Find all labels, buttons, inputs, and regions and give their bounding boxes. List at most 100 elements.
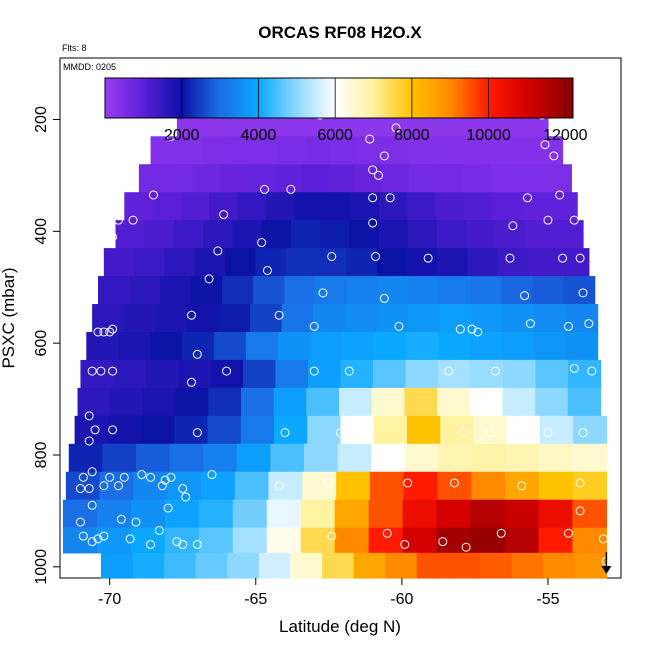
- heatmap-cell: [142, 387, 177, 417]
- heatmap-cell: [322, 192, 352, 221]
- heatmap-cell: [194, 248, 226, 277]
- heatmap-cell: [480, 552, 513, 579]
- heatmap-cell: [209, 192, 239, 221]
- y-tick-label: 200: [33, 106, 50, 133]
- heatmap-cell: [274, 415, 308, 445]
- observation-point: [108, 232, 118, 242]
- heatmap-cell: [144, 220, 175, 249]
- heatmap-cell: [369, 471, 405, 501]
- heatmap-cell: [177, 359, 212, 389]
- observation-point: [324, 478, 334, 488]
- colorbar-tick-label: 10000: [466, 127, 511, 144]
- heatmap-cell: [62, 499, 98, 529]
- observation-point: [368, 165, 378, 175]
- heatmap-cell: [344, 304, 378, 333]
- colorbar: [104, 77, 574, 119]
- heatmap-cell: [544, 164, 572, 193]
- observation-point: [508, 221, 518, 231]
- heatmap-cell: [416, 552, 450, 579]
- heatmap-cell: [175, 387, 209, 417]
- observation-point: [163, 503, 173, 513]
- heatmap-cell: [368, 527, 404, 554]
- observation-point: [99, 481, 109, 491]
- heatmap-cell: [470, 499, 506, 529]
- observation-point: [78, 472, 88, 482]
- heatmap-cell: [253, 276, 285, 305]
- heatmap-cell: [436, 220, 467, 249]
- flights-annotation: Flts: 8: [62, 43, 87, 53]
- heatmap-cell: [534, 304, 567, 333]
- heatmap-cell: [539, 415, 574, 445]
- heatmap-cell: [377, 276, 410, 305]
- heatmap-cell: [265, 192, 295, 221]
- heatmap-cell: [463, 164, 491, 193]
- heatmap-cell: [574, 552, 607, 579]
- heatmap-cell: [208, 387, 242, 417]
- heatmap-cell: [436, 499, 472, 529]
- heatmap-cell: [573, 415, 607, 445]
- heatmap-cell: [77, 387, 111, 417]
- y-tick-label: 400: [33, 218, 50, 245]
- heatmap-cell: [266, 527, 302, 554]
- heatmap-cell: [306, 387, 340, 417]
- observation-point: [555, 190, 565, 200]
- observation-point: [394, 321, 404, 331]
- heatmap-cell: [497, 248, 529, 277]
- heatmap-cell: [145, 359, 179, 389]
- observation-point: [543, 215, 553, 225]
- observation-point: [146, 539, 156, 549]
- observation-point: [108, 425, 118, 435]
- heatmap-cell: [368, 499, 404, 529]
- colorbar-tick-label: 8000: [394, 127, 430, 144]
- heatmap-cell: [471, 443, 507, 473]
- heatmap-cell: [174, 415, 209, 445]
- y-axis-label: PSXC (mbar): [0, 267, 18, 368]
- heatmap-cell: [535, 359, 569, 389]
- observation-point: [178, 539, 188, 549]
- heatmap-cell: [435, 192, 465, 221]
- heatmap-cell: [436, 527, 472, 554]
- heatmap-cell: [123, 304, 156, 333]
- heatmap-cell: [222, 276, 254, 305]
- observation-point: [84, 411, 94, 421]
- heatmap-cell: [124, 192, 154, 221]
- heatmap-cell: [135, 443, 171, 473]
- heatmap-cell: [403, 471, 439, 501]
- observation-point: [128, 215, 138, 225]
- observation-point: [365, 134, 375, 144]
- colorbar-tick-label: 6000: [317, 127, 353, 144]
- heatmap-cell: [275, 359, 309, 389]
- heatmap-cell: [339, 387, 373, 417]
- heatmap-cell: [232, 527, 268, 554]
- observation-point: [181, 492, 191, 502]
- heatmap-cell: [150, 136, 177, 165]
- heatmap-cell: [520, 192, 550, 221]
- heatmap-cell: [408, 276, 441, 305]
- heatmap-cell: [408, 136, 435, 165]
- heatmap-cell: [572, 527, 607, 554]
- heatmap-cell: [336, 471, 371, 501]
- heatmap-cell: [129, 276, 161, 305]
- heatmap-cell: [133, 471, 168, 501]
- heatmap-cell: [503, 359, 537, 389]
- observation-point: [379, 293, 389, 303]
- heatmap-cell: [437, 387, 471, 417]
- heatmap-cell: [409, 164, 437, 193]
- heatmap-cell: [210, 359, 244, 389]
- heatmap-cell: [294, 192, 324, 221]
- observation-point: [116, 514, 126, 524]
- heatmap-cell: [261, 220, 292, 249]
- x-axis-label: Latitude (deg N): [279, 617, 401, 636]
- observation-point: [368, 218, 378, 228]
- observation-point: [327, 531, 337, 541]
- heatmap-cell: [469, 331, 503, 361]
- heatmap-cell: [96, 499, 132, 529]
- heatmap-cell: [341, 331, 375, 361]
- heatmap-cell: [466, 220, 496, 249]
- heatmap-cell: [141, 415, 175, 445]
- x-tick-label: -60: [390, 591, 413, 608]
- heatmap-cell: [240, 415, 275, 445]
- y-tick-label: 600: [33, 330, 50, 357]
- heatmap-cell: [150, 331, 183, 361]
- heatmap-cell: [539, 443, 574, 473]
